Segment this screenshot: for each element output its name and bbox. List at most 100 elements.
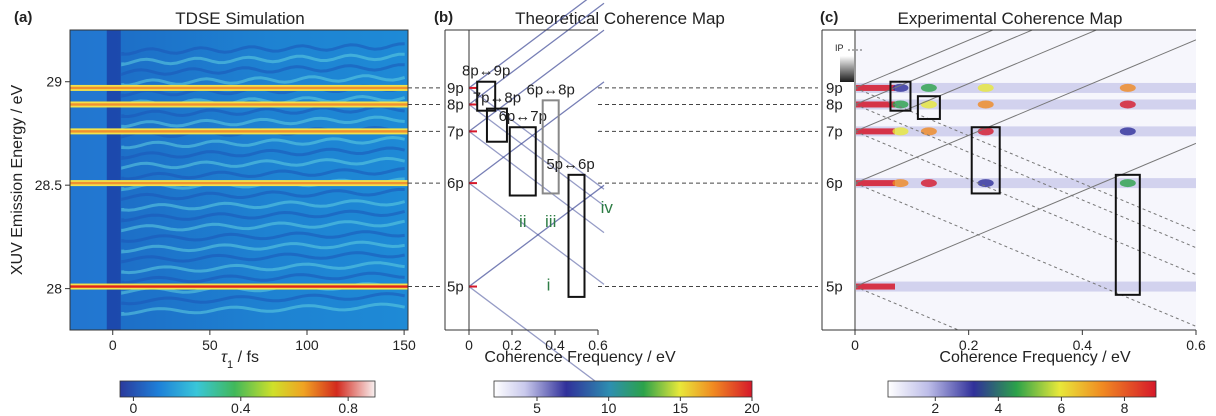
zero-freq-peak <box>469 285 477 288</box>
panel-a-energy-lines <box>70 84 408 290</box>
panel-c-title: Experimental Coherence Map <box>898 9 1123 28</box>
coherence-blob <box>920 100 937 109</box>
zero-freq-blob <box>856 84 895 91</box>
fringe-band <box>121 167 405 181</box>
colorbar-tick-label: 4 <box>994 400 1002 416</box>
zero-freq-blob <box>856 283 895 290</box>
diagonal-up <box>468 0 588 89</box>
marker-i: i <box>547 276 551 295</box>
state-label-9p: 9p <box>826 80 843 97</box>
coherence-blob <box>920 179 937 188</box>
panel-a-xlabel: τ1 / fs <box>221 349 259 371</box>
colorbar-tick-label: 8 <box>1121 400 1129 416</box>
state-band <box>856 82 1196 93</box>
fringe-band <box>121 135 406 150</box>
coherence-blob <box>1119 179 1136 188</box>
fringe-band <box>121 292 405 306</box>
ip-label: IP <box>835 43 844 53</box>
state-band <box>856 126 1196 137</box>
x-tick-label: 150 <box>392 337 416 353</box>
coherence-blob <box>892 83 909 92</box>
colorbar-tick-label: 0 <box>130 400 138 416</box>
coherence-blob <box>892 179 909 188</box>
transition-box <box>541 99 560 195</box>
panel-b-xticks: 0 0.2 0.4 0.6 <box>465 330 608 353</box>
fringe-band <box>121 230 405 243</box>
energy-line <box>70 285 408 288</box>
colorbar-a-ticks: 0 0.4 0.8 <box>130 397 358 416</box>
panel-c-label: (c) <box>820 9 838 26</box>
x-tick-label: 0 <box>109 337 117 353</box>
diagonal-up <box>856 30 1034 105</box>
panel-c-blobs <box>856 82 1196 292</box>
coherence-blob <box>892 100 909 109</box>
fringe-band <box>121 199 406 212</box>
panel-b-xlabel: Coherence Frequency / eV <box>484 349 676 366</box>
x-tick-label: 0.4 <box>545 337 565 353</box>
diagonal-up <box>856 142 1196 287</box>
energy-line <box>70 130 408 133</box>
ip-indicator <box>840 56 854 82</box>
zero-freq-peak <box>469 130 477 133</box>
state-label-7p: 7p <box>826 123 843 140</box>
transition-label: 7p↔8p <box>473 90 521 107</box>
colorbar-tick-label: 20 <box>744 400 760 416</box>
colorbar-tick-label: 5 <box>533 400 541 416</box>
fringe-band <box>121 52 405 67</box>
fringe-band <box>121 146 406 161</box>
zero-freq-blob <box>856 180 895 187</box>
shared-ylabel: XUV Emission Energy / eV <box>9 85 26 276</box>
fringe-band <box>121 209 406 223</box>
fringe-band <box>121 219 406 233</box>
marker-iii: iii <box>545 212 556 231</box>
diagonal-up <box>856 30 995 89</box>
zero-freq-peak <box>469 103 477 106</box>
diagonal-up <box>468 2 605 106</box>
marker-ii: ii <box>519 212 527 231</box>
transition-label: 5p↔6p <box>546 156 594 173</box>
fringe-band <box>121 240 405 254</box>
panel-c-colorbar: 2 4 6 8 <box>887 380 1157 416</box>
zero-freq-peak <box>469 86 477 89</box>
zero-freq-peak <box>469 182 477 185</box>
panel-a-heatmap <box>70 30 408 330</box>
panel-b-label: (b) <box>434 9 453 26</box>
coherence-blob <box>920 127 937 136</box>
fringe-band <box>121 302 405 316</box>
panel-a-xticks: 0 50 100 150 <box>109 330 416 353</box>
transition-box <box>485 107 508 143</box>
colorbar-c-ramp <box>887 380 1157 398</box>
state-label-6p: 6p <box>447 175 464 192</box>
x-tick-label: 50 <box>202 337 218 353</box>
x-tick-label: 0 <box>465 337 473 353</box>
x-tick-label: 0.2 <box>502 337 522 353</box>
panel-b-title: Theoretical Coherence Map <box>515 9 725 28</box>
fringe-band <box>121 156 406 170</box>
x-tick-label: 0.6 <box>588 337 608 353</box>
x-tick-label: 0.2 <box>959 337 979 353</box>
coherence-blob <box>892 127 909 136</box>
diagonal-down <box>468 286 605 389</box>
diagonal-up <box>856 39 1196 184</box>
marker-iv: iv <box>601 198 614 217</box>
y-tick-label: 29 <box>46 74 62 90</box>
panel-a-label: (a) <box>14 9 32 26</box>
state-label-6p: 6p <box>826 175 843 192</box>
fringe-band <box>121 42 405 56</box>
state-label-7p: 7p <box>447 123 464 140</box>
transition-box <box>508 126 537 197</box>
x-tick-label: 0.4 <box>1073 337 1093 353</box>
highlight-box <box>1114 173 1141 296</box>
fringe-band <box>121 261 405 275</box>
panel-b-state-strip <box>445 30 467 330</box>
coherence-blob <box>977 179 994 188</box>
coherence-blob <box>977 83 994 92</box>
panel-c-highlight-boxes <box>889 80 1141 296</box>
diagonal-down <box>856 286 960 330</box>
fringe-band <box>121 271 405 285</box>
